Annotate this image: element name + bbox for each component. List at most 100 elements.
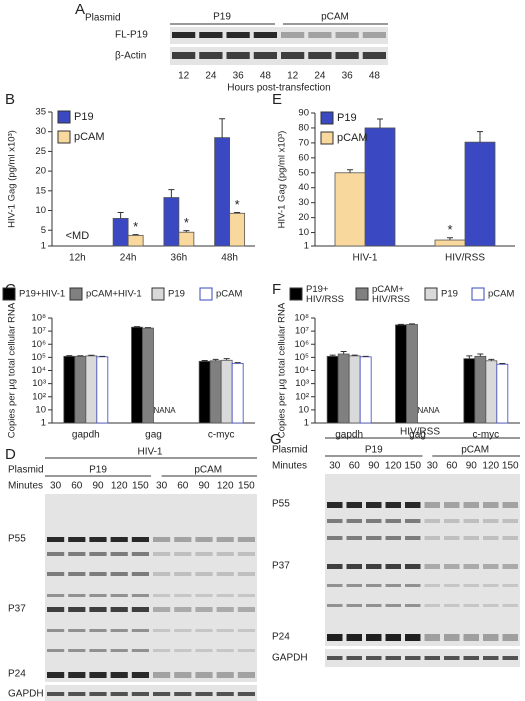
legend-swatch xyxy=(320,131,334,145)
legend-swatch xyxy=(57,130,71,144)
gel-band xyxy=(216,672,234,678)
gel-band xyxy=(153,537,171,542)
gel-band xyxy=(47,629,65,632)
gel-band xyxy=(327,519,343,523)
gel-band xyxy=(237,572,255,576)
error-bar xyxy=(88,354,95,356)
gel-title: HIV-1 xyxy=(137,447,162,458)
lane-label: 90 xyxy=(466,461,478,472)
gel-band xyxy=(68,607,86,612)
legend-label: P19 xyxy=(337,112,357,124)
gel-band xyxy=(308,52,332,59)
y-tick-label: 1 xyxy=(304,241,309,252)
bar xyxy=(96,356,109,424)
gel-band xyxy=(502,634,518,641)
gel-band xyxy=(216,607,234,612)
band-label: P55 xyxy=(272,499,290,510)
gel-band xyxy=(47,672,65,678)
gel-band xyxy=(131,594,149,597)
gel-band xyxy=(346,536,362,540)
gel-band xyxy=(385,536,401,540)
lane-label: 24 xyxy=(205,71,217,82)
gel-band xyxy=(237,692,255,696)
gel-band xyxy=(502,519,518,523)
y-tick-label: 15 xyxy=(35,185,46,196)
gel-band xyxy=(89,537,107,542)
error-bar xyxy=(347,169,353,173)
bar xyxy=(142,327,154,424)
y-tick-label: 10⁸ xyxy=(31,313,46,324)
annotation: * xyxy=(447,222,452,237)
gel-band xyxy=(131,537,149,542)
error-bar xyxy=(466,355,473,359)
bar xyxy=(406,324,418,424)
legend-label: P19+ HIV/RSS xyxy=(306,284,344,305)
legend-swatch xyxy=(320,111,334,125)
error-bar xyxy=(201,359,208,362)
bar xyxy=(463,358,476,424)
gel-band xyxy=(216,572,234,576)
y-tick-label: 10⁶ xyxy=(295,339,310,350)
gel-band xyxy=(174,672,192,678)
gel-band xyxy=(424,519,440,523)
y-tick-label: 40 xyxy=(298,182,309,193)
legend-swatch xyxy=(2,287,16,301)
y-tick-label: 10³ xyxy=(32,378,46,389)
gel-band xyxy=(89,552,107,556)
error-bar xyxy=(77,355,84,357)
plasmid-label: Plasmid xyxy=(8,465,44,476)
gel-band xyxy=(424,536,440,540)
x-tick-label: gag xyxy=(409,430,426,441)
gel-band xyxy=(131,672,149,678)
y-tick-label: 30 xyxy=(35,126,46,137)
legend-label: P19 xyxy=(168,289,185,300)
x-tick-label: gag xyxy=(145,430,162,441)
gel-band xyxy=(483,519,499,523)
gel-band xyxy=(216,537,234,542)
gel-band xyxy=(174,629,192,632)
panel-letter: A xyxy=(75,1,85,18)
gel-band xyxy=(89,629,107,632)
plasmid-label: Plasmid xyxy=(85,13,121,24)
y-tick-label: 5 xyxy=(41,225,46,236)
gel-band xyxy=(483,584,499,587)
gel-band xyxy=(68,537,86,542)
gel-band xyxy=(110,594,128,597)
annotation: * xyxy=(184,215,189,230)
lane-label: 90 xyxy=(368,461,380,472)
gel-background xyxy=(170,27,388,44)
y-axis-label: HIV-1 Gag (pg/ml x10³) xyxy=(277,131,288,229)
gel-band xyxy=(483,656,499,660)
gel-band xyxy=(327,656,343,660)
error-bar xyxy=(212,358,219,361)
legend-label-line: HIV/RSS xyxy=(372,294,410,305)
y-tick-label: 10⁷ xyxy=(295,326,310,337)
panel-letter: G xyxy=(270,431,282,448)
gel-band xyxy=(483,634,499,641)
legend-swatch xyxy=(424,287,438,301)
gel-band xyxy=(153,572,171,576)
gel-band xyxy=(89,594,107,597)
gel-band xyxy=(502,564,518,569)
bar xyxy=(220,359,233,424)
bar xyxy=(496,363,509,424)
gel-band xyxy=(502,584,518,587)
y-tick-label: 10⁴ xyxy=(31,365,46,376)
gel-band xyxy=(424,604,440,607)
gel-band xyxy=(174,537,192,542)
y-tick-label: 50 xyxy=(298,167,309,178)
legend-label: P19+HIV-1 xyxy=(19,289,65,300)
legend-label: pCAM xyxy=(216,289,242,300)
y-tick-label: 70 xyxy=(298,137,309,148)
bar xyxy=(163,197,180,247)
y-tick-label: 80 xyxy=(298,122,309,133)
gel-band xyxy=(405,604,421,607)
gel-band xyxy=(89,649,107,652)
gel-band xyxy=(153,552,171,556)
loading-label: GAPDH xyxy=(8,689,44,700)
gel-band xyxy=(424,634,440,641)
gel-band xyxy=(385,502,401,508)
gel-band xyxy=(47,537,65,542)
bar xyxy=(348,355,361,424)
gel-band xyxy=(424,656,440,660)
